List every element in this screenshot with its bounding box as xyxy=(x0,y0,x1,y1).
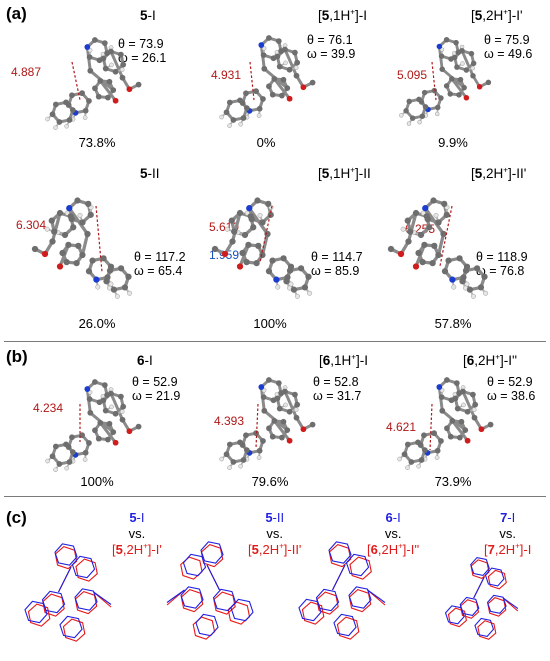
population-5-1H-II: 100% xyxy=(253,316,287,331)
caption-5-1H-II: [5,1H+]-II xyxy=(318,165,371,181)
divider-b-c xyxy=(4,496,546,497)
distance-5-II: 6.304 xyxy=(16,218,47,232)
theta-5-I: θ = 73.9 xyxy=(118,37,164,51)
population-6-1H-I: 79.6% xyxy=(251,474,289,489)
overlay-caption-1: 5-I vs. [5,2H+]-I' xyxy=(112,510,162,557)
molecule-6-I xyxy=(45,379,142,473)
panel-b-label: (b) xyxy=(6,347,28,366)
population-5-1H-I: 0% xyxy=(256,135,276,150)
distance-5-I: 4.887 xyxy=(11,65,42,79)
theta-6-1H-I: θ = 52.8 xyxy=(313,375,359,389)
overlay-5-II xyxy=(166,541,254,640)
omega-6-2H-I: ω = 38.6 xyxy=(487,389,536,403)
theta-5-1H-II: θ = 114.7 xyxy=(311,250,363,264)
omega-5-II: ω = 65.4 xyxy=(134,264,183,278)
caption-6-I: 6-I xyxy=(137,353,153,368)
population-5-II: 26.0% xyxy=(78,316,116,331)
caption-5-2H-II: [5,2H+]-II' xyxy=(471,165,527,181)
population-5-2H-II: 57.8% xyxy=(434,316,472,331)
distance-5-1H-II: 5.619 xyxy=(209,220,240,234)
population-6-I: 100% xyxy=(80,474,114,489)
omega-5-2H-I: ω = 49.6 xyxy=(484,47,533,61)
caption-5-II: 5-II xyxy=(140,166,160,181)
overlay-caption-3: 6-I vs. [6,2H+]-I'' xyxy=(367,510,420,557)
distance-5-2H-II: 6.255 xyxy=(405,222,436,236)
distance-5-1H-II-hbond: 1.959 xyxy=(209,248,240,262)
caption-5-2H-I: [5,2H+]-I' xyxy=(471,7,523,23)
panel-a-label: (a) xyxy=(6,4,27,23)
omega-5-1H-I: ω = 39.9 xyxy=(307,47,356,61)
caption-6-1H-I: [6,1H+]-I xyxy=(319,352,368,368)
omega-5-I: ω = 26.1 xyxy=(118,51,167,65)
theta-5-2H-I: θ = 75.9 xyxy=(484,33,530,47)
distance-6-1H-I: 4.393 xyxy=(214,414,245,428)
molecule-5-2H-II xyxy=(387,197,489,299)
population-6-2H-I: 73.9% xyxy=(434,474,472,489)
theta-5-2H-II: θ = 118.9 xyxy=(476,250,528,264)
panel-c-label: (c) xyxy=(6,508,27,527)
omega-5-1H-II: ω = 85.9 xyxy=(311,264,360,278)
theta-6-2H-I: θ = 52.9 xyxy=(487,375,533,389)
omega-6-1H-I: ω = 31.7 xyxy=(313,389,362,403)
distance-6-2H-I: 4.621 xyxy=(386,420,417,434)
distance-6-I: 4.234 xyxy=(33,401,64,415)
caption-6-2H-I: [6,2H+]-I'' xyxy=(463,352,518,368)
theta-5-II: θ = 117.2 xyxy=(134,250,186,264)
divider-a-b xyxy=(4,341,546,342)
population-5-I: 73.8% xyxy=(78,135,116,150)
caption-5-I: 5-I xyxy=(140,8,156,23)
molecule-5-II xyxy=(31,197,133,299)
distance-5-1H-I: 4.931 xyxy=(211,68,242,82)
theta-5-1H-I: θ = 76.1 xyxy=(307,33,353,47)
caption-5-1H-I: [5,1H+]-I xyxy=(318,7,367,23)
overlay-caption-2: 5-II vs. [5,2H+]-II' xyxy=(248,510,302,557)
overlay-caption-4: 7-I vs. [7,2H+]-I xyxy=(484,510,532,557)
distance-5-2H-I: 5.095 xyxy=(397,68,428,82)
population-5-2H-I: 9.9% xyxy=(438,135,468,150)
omega-6-I: ω = 21.9 xyxy=(132,389,181,403)
overlay-7-I xyxy=(444,556,519,640)
theta-6-I: θ = 52.9 xyxy=(132,375,178,389)
overlay-5-I xyxy=(24,543,112,642)
omega-5-2H-II: ω = 76.8 xyxy=(476,264,525,278)
